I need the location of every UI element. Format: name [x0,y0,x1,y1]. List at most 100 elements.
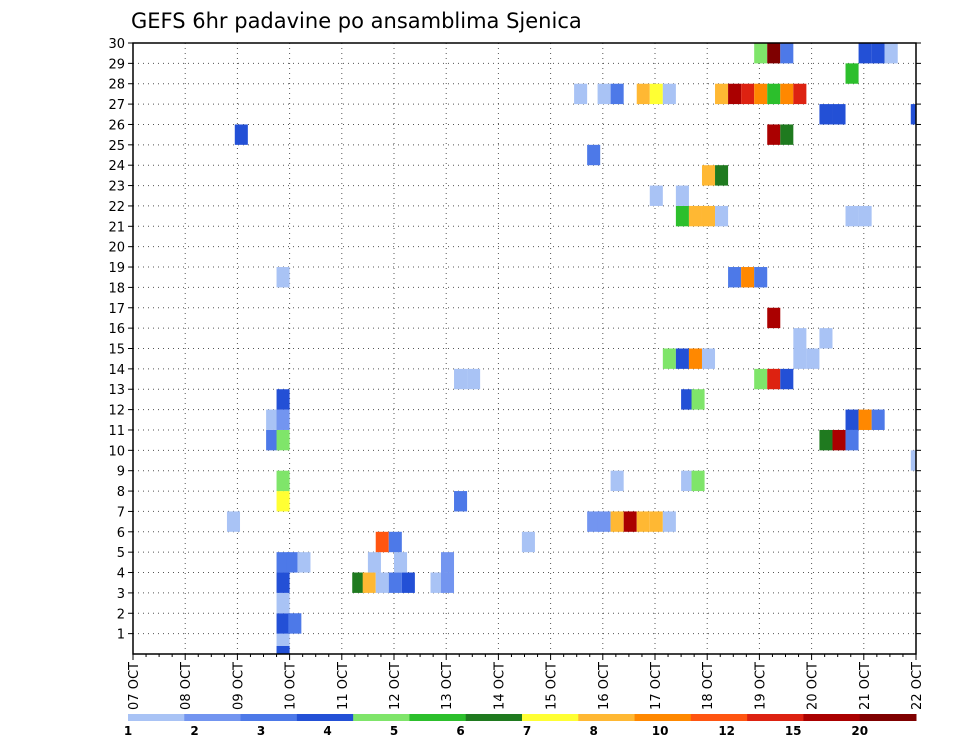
colorbar-label: 10 [652,724,669,738]
x-axis: 07 OCT 08 OCT 09 OCT 10 OCT 11 OCT 12 OCT 13 O… [127,654,925,710]
data-cell [636,511,650,532]
data-cell [701,348,716,369]
data-cell [587,511,601,532]
y-tick-label: 8 [117,485,125,500]
x-tick-label: 07 OCT [127,662,142,710]
data-cell [597,83,611,105]
colorbar: 1 2 3 4 5 6 7 8 10 12 15 20 [124,714,917,738]
y-tick-label: 6 [117,526,125,541]
data-cell [375,531,389,553]
y-tick-label: 29 [108,57,125,72]
colorbar-swatch [184,714,242,721]
colorbar-label: 12 [718,724,735,738]
data-cell [636,83,650,105]
colorbar-swatch [859,714,917,721]
data-cell [681,470,695,492]
y-tick-label: 2 [117,607,125,622]
data-cell [858,205,872,227]
colorbar-label: 4 [323,724,331,738]
data-cell [701,165,716,186]
colorbar-swatch [128,714,185,721]
data-cell [587,144,601,166]
data-cell [454,491,468,512]
data-cell [375,572,389,593]
colorbar-swatch [296,714,354,721]
data-cell [675,185,689,206]
data-cell [754,43,768,64]
y-tick-label: 28 [108,78,125,93]
colorbar-label: 20 [851,724,868,738]
data-cell [276,613,290,634]
data-cell [845,409,859,430]
colorbar-swatch [634,714,692,721]
data-cell [832,429,846,451]
data-cell [741,83,755,105]
data-cell [367,552,381,573]
y-tick-label: 21 [108,220,125,235]
data-cell [780,83,794,105]
y-tick-label: 16 [108,322,125,337]
colorbar-swatch [240,714,298,721]
data-cell [728,83,742,105]
x-tick-label: 10 OCT [284,662,299,710]
y-tick-label: 3 [117,587,125,602]
colorbar-swatch [353,714,410,721]
data-cell [276,646,290,654]
y-tick-label: 10 [108,444,125,459]
y-axis: 1234567891011121314151617181920212223242… [108,37,921,643]
data-cell [767,83,781,105]
data-cell [793,328,807,349]
x-tick-label: 08 OCT [179,662,194,710]
data-cell [266,429,280,451]
colorbar-swatch [578,714,636,721]
data-cell [691,470,705,492]
data-cell [675,348,689,369]
x-tick-label: 22 OCT [910,662,925,710]
data-cell [780,43,794,64]
data-cell [767,43,781,64]
y-tick-label: 20 [108,241,125,256]
data-cell [715,205,729,227]
data-cell [401,572,415,593]
data-cell [649,83,663,105]
data-cell [688,205,702,227]
colorbar-label: 2 [190,724,198,738]
data-cell [276,552,290,573]
y-tick-label: 23 [108,180,125,195]
data-cell [793,348,807,369]
data-cell [728,267,742,288]
x-tick-label: 20 OCT [806,662,821,710]
colorbar-label: 7 [523,724,531,738]
chart-title: GEFS 6hr padavine po ansamblima Sjenica [131,9,582,33]
data-cell [597,511,611,532]
data-cell [454,368,468,390]
y-tick-label: 18 [108,281,125,296]
data-cell [780,124,794,145]
x-tick-label: 17 OCT [649,662,664,710]
data-cell [276,572,290,593]
x-tick-label: 12 OCT [388,662,403,710]
data-cell [681,389,695,410]
y-tick-label: 12 [108,404,125,419]
x-tick-label: 18 OCT [701,662,716,710]
data-cell [832,104,846,125]
y-tick-label: 17 [108,302,125,317]
y-tick-label: 27 [108,98,125,113]
data-cell [662,83,676,105]
colorbar-label: 8 [589,724,597,738]
x-tick-label: 21 OCT [858,662,873,710]
data-cell [352,572,366,593]
y-tick-label: 25 [108,139,125,154]
data-cell [691,389,705,410]
data-cell [649,511,663,532]
colorbar-swatch [690,714,748,721]
y-tick-label: 14 [108,363,125,378]
data-cell [288,613,302,634]
data-cell [819,328,833,349]
data-cell [388,531,402,553]
x-tick-label: 16 OCT [597,662,612,710]
data-cell [440,572,455,593]
data-cell [276,267,290,288]
data-cell [610,511,624,532]
y-tick-label: 24 [108,159,125,174]
